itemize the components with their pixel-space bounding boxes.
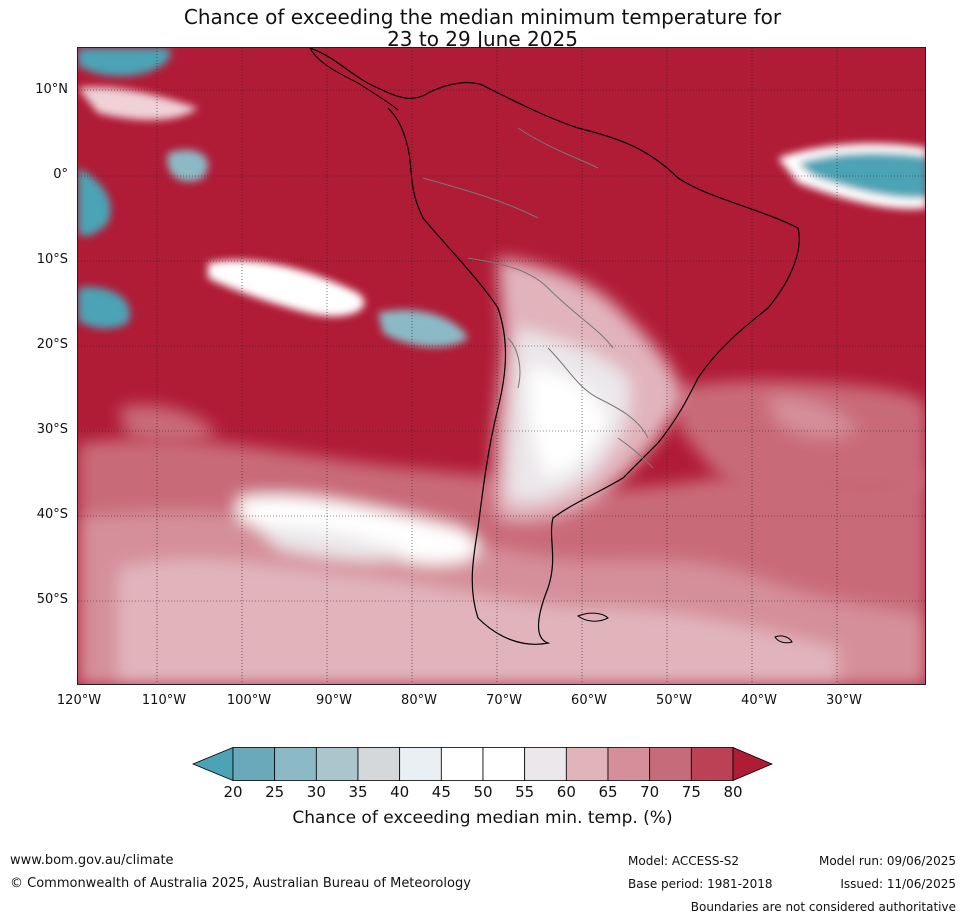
colorbar-tick-label: 45 (431, 783, 451, 801)
colorbar-label: Chance of exceeding median min. temp. (%… (292, 808, 673, 828)
lon-label-30w: 30°W (826, 693, 862, 708)
footer-issued: Issued: 11/06/2025 (840, 877, 956, 891)
map-canvas (78, 48, 925, 684)
footer-model: Model: ACCESS-S2 (628, 854, 740, 868)
colorbar-tick-label: 80 (723, 783, 743, 801)
footer-base-period: Base period: 1981-2018 (628, 877, 773, 891)
colorbar-segment (607, 747, 651, 781)
colorbar-segment (482, 747, 526, 781)
lat-label-30s: 30°S (36, 422, 68, 437)
lat-label-0: 0° (53, 167, 68, 182)
colorbar-segment (399, 747, 442, 781)
footer-model-run: Model run: 09/06/2025 (818, 854, 956, 868)
lon-label-60w: 60°W (571, 693, 607, 708)
colorbar-segment (524, 747, 567, 781)
lat-label-20s: 20°S (36, 337, 68, 352)
colorbar-tick-label: 40 (390, 783, 410, 801)
footer-url: www.bom.gov.au/climate (10, 853, 174, 868)
footer-copyright: © Commonwealth of Australia 2025, Austra… (10, 876, 471, 891)
central-america-coastline (309, 48, 399, 111)
lon-label-80w: 80°W (401, 693, 437, 708)
lon-label-40w: 40°W (741, 693, 777, 708)
lon-label-120w: 120°W (56, 693, 102, 708)
southern-band (78, 438, 925, 684)
lat-label-10n: 10°N (35, 82, 68, 97)
colorbar-segment (315, 747, 359, 781)
colorbar-graphic (191, 746, 774, 782)
colorbar-tick-label: 70 (640, 783, 660, 801)
colorbar-tick-label: 35 (348, 783, 368, 801)
country-borders (422, 127, 654, 469)
graticule (78, 48, 925, 684)
colorbar (191, 746, 774, 782)
lat-label-10s: 10°S (36, 252, 68, 267)
lat-label-40s: 40°S (36, 507, 68, 522)
colorbar-tick-label: 25 (265, 783, 285, 801)
footer-disclaimer: Boundaries are not considered authoritat… (690, 900, 956, 914)
lat-label-50s: 50°S (36, 592, 68, 607)
low-probability-patches (78, 48, 925, 348)
colorbar-segment (440, 747, 484, 781)
colorbar-segment (565, 747, 609, 781)
colorbar-tick-label: 55 (515, 783, 535, 801)
colorbar-extension-high (732, 746, 774, 782)
colorbar-tick-label: 75 (681, 783, 701, 801)
colorbar-segment (690, 747, 734, 781)
colorbar-tick-label: 20 (223, 783, 243, 801)
lon-label-110w: 110°W (141, 693, 187, 708)
colorbar-segment (274, 747, 317, 781)
lon-label-70w: 70°W (486, 693, 522, 708)
map-title-line1: Chance of exceeding the median minimum t… (183, 5, 782, 29)
lon-label-90w: 90°W (316, 693, 352, 708)
colorbar-tick-label: 50 (473, 783, 493, 801)
lon-label-100w: 100°W (226, 693, 272, 708)
colorbar-extension-low (191, 746, 234, 782)
south-america-coastline (309, 48, 800, 645)
colorbar-segment (232, 747, 276, 781)
continental-pale-zone (493, 258, 683, 522)
islands (576, 612, 793, 644)
colorbar-segment (649, 747, 692, 781)
probability-map (77, 47, 926, 685)
map-title-line2: 23 to 29 June 2025 (387, 27, 578, 51)
colorbar-tick-label: 30 (306, 783, 326, 801)
colorbar-segment (357, 747, 401, 781)
colorbar-tick-label: 65 (598, 783, 618, 801)
colorbar-tick-label: 60 (556, 783, 576, 801)
lon-label-50w: 50°W (656, 693, 692, 708)
atlantic-patches (118, 380, 925, 498)
